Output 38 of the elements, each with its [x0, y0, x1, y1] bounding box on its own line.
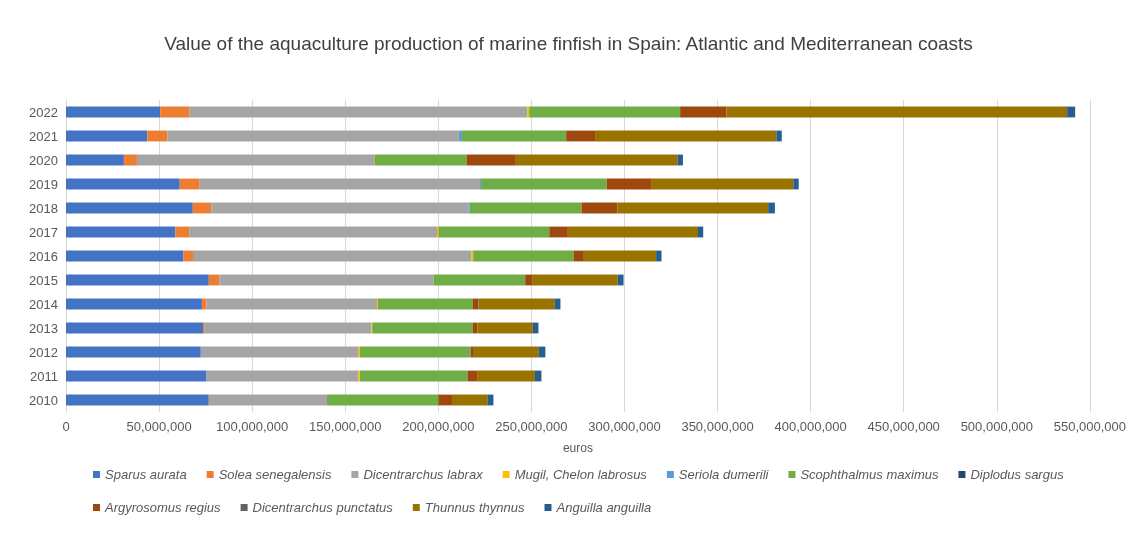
y-tick-label: 2010 — [29, 392, 58, 408]
x-tick-label: 350,000,000 — [681, 419, 754, 434]
x-tick-label: 300,000,000 — [588, 419, 661, 434]
legend-label: Diplodus sargus — [970, 467, 1065, 482]
x-tick-label: 0 — [62, 419, 70, 434]
y-tick-label: 2011 — [30, 368, 58, 384]
x-tick-label: 150,000,000 — [309, 419, 382, 434]
legend-label: Thunnus thynnus — [424, 500, 526, 515]
legend-label: Scophthalmus maximus — [800, 467, 939, 482]
y-tick-label: 2017 — [29, 224, 58, 240]
legend-label: Dicentrarchus punctatus — [252, 500, 394, 515]
x-axis-title: euros — [562, 441, 593, 455]
x-tick-label: 550,000,000 — [1053, 419, 1126, 434]
x-tick-label: 500,000,000 — [960, 419, 1033, 434]
y-tick-label: 2019 — [29, 176, 58, 192]
chart-title: Value of the aquaculture production of marine finfish in Spain: Atlantic and Mediterranean coasts — [164, 32, 973, 54]
x-tick-label: 400,000,000 — [774, 419, 847, 434]
legend-label: Seriola dumerili — [678, 467, 770, 482]
y-tick-label: 2016 — [29, 248, 58, 264]
legend-label: Mugil, Chelon labrosus — [514, 467, 648, 482]
legend-label: Sparus aurata — [105, 467, 187, 482]
y-tick-label: 2014 — [29, 296, 58, 312]
legend-label: Anguilla anguilla — [555, 500, 652, 515]
x-tick-label: 250,000,000 — [495, 419, 568, 434]
y-tick-label: 2012 — [29, 344, 58, 360]
y-tick-label: 2020 — [29, 152, 58, 168]
y-tick-label: 2021 — [29, 128, 58, 144]
x-tick-label: 100,000,000 — [216, 419, 289, 434]
legend-label: Dicentrarchus labrax — [363, 467, 484, 482]
y-tick-label: 2013 — [29, 320, 58, 336]
x-tick-label: 200,000,000 — [402, 419, 475, 434]
y-tick-label: 2018 — [29, 200, 58, 216]
y-tick-label: 2022 — [29, 104, 58, 120]
x-tick-label: 50,000,000 — [126, 419, 192, 434]
legend-label: Solea senegalensis — [218, 467, 332, 482]
legend-label: Argyrosomus regius — [104, 500, 222, 515]
y-tick-label: 2015 — [29, 272, 58, 288]
x-tick-label: 450,000,000 — [867, 419, 940, 434]
